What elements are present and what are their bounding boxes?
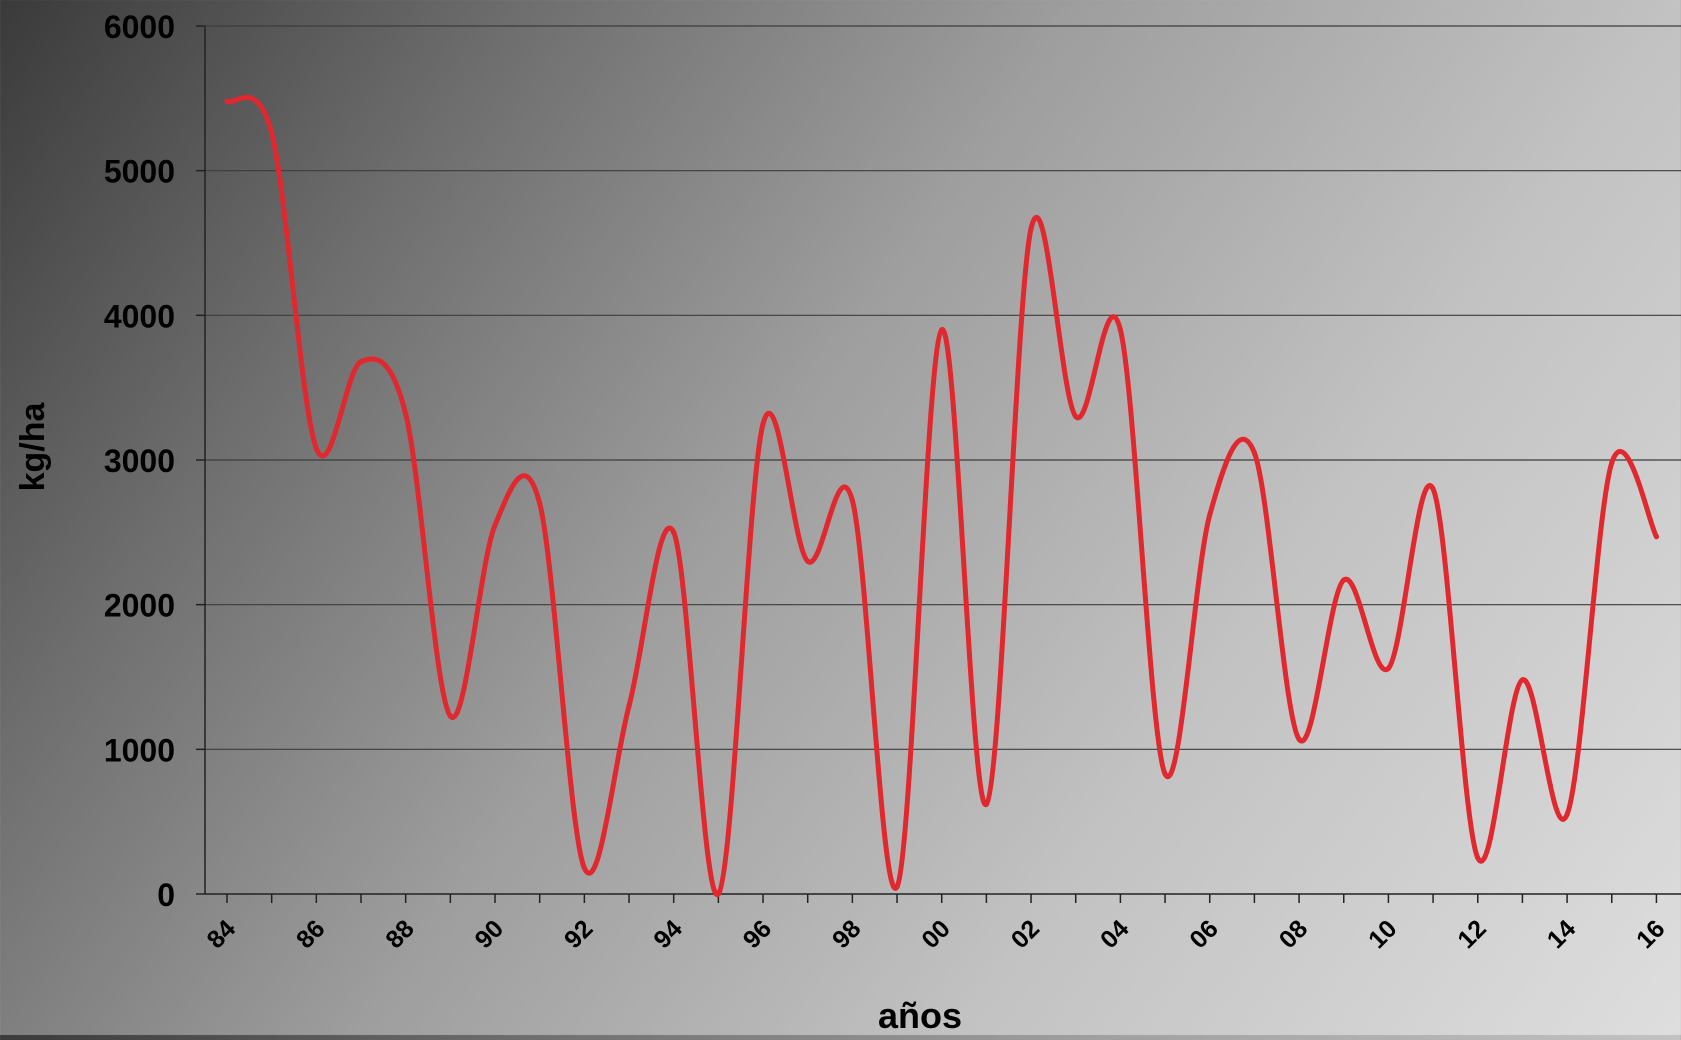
data-point: [492, 522, 498, 528]
x-tick-label: 90: [470, 915, 509, 954]
x-tick-label: 02: [1006, 915, 1045, 954]
data-point: [1341, 577, 1347, 583]
data-point: [715, 891, 721, 897]
data-point: [403, 411, 409, 417]
x-tick-label: 94: [648, 915, 688, 955]
y-tick-label: 4000: [104, 298, 175, 334]
data-point: [1251, 450, 1258, 456]
data-point: [1564, 811, 1570, 818]
data-point: [939, 327, 945, 333]
data-point: [1653, 534, 1660, 540]
x-tick-label: 98: [827, 915, 867, 955]
x-tick-label: 06: [1184, 915, 1223, 954]
data-point: [849, 497, 855, 504]
data-point: [1385, 665, 1392, 671]
x-tick-label: 84: [202, 915, 242, 955]
y-tick-label: 1000: [104, 732, 175, 768]
x-tick-label: 12: [1452, 915, 1491, 954]
x-tick-labels: 84 86 88 90 92 94 96 98 00 02 04 06 08 10 12 14 16: [202, 915, 1671, 955]
y-tick-labels: 0 1000 2000 3000 4000 5000 6000: [104, 9, 175, 913]
data-point: [358, 359, 364, 365]
x-axis-label: años: [878, 995, 962, 1035]
data-point: [671, 529, 677, 535]
x-tick-label: 88: [380, 915, 420, 955]
y-tick-label: 5000: [104, 154, 175, 190]
x-tick-label: 86: [291, 915, 330, 954]
series: [224, 95, 1660, 897]
x-tick-label: 04: [1095, 915, 1135, 955]
data-point: [983, 801, 989, 807]
data-point: [537, 500, 543, 506]
x-tick-label: 00: [916, 915, 955, 954]
data-point: [1296, 736, 1302, 742]
data-point: [224, 98, 230, 104]
gridlines: [205, 25, 1681, 750]
y-tick-label: 0: [157, 877, 175, 913]
x-tick-label: 10: [1363, 915, 1402, 954]
data-point: [1475, 855, 1481, 861]
data-point: [1162, 771, 1168, 777]
series-line: [224, 95, 1659, 897]
data-point: [894, 884, 900, 890]
y-tick-label: 2000: [104, 588, 175, 624]
x-tick-label: 92: [559, 915, 598, 954]
data-point: [1609, 460, 1615, 466]
data-point: [1519, 677, 1526, 683]
data-point: [1073, 414, 1079, 420]
data-point: [1117, 327, 1123, 333]
axes: [196, 25, 1681, 903]
x-tick-label: 14: [1542, 915, 1582, 955]
data-point: [1028, 225, 1034, 232]
y-tick-label: 6000: [104, 9, 175, 45]
data-point: [1430, 486, 1436, 492]
data-point: [581, 865, 587, 871]
data-point: [1207, 512, 1213, 518]
data-point: [269, 130, 275, 136]
data-point: [313, 445, 319, 452]
data-point: [447, 713, 453, 719]
data-point: [626, 703, 632, 709]
y-tick-label: 3000: [104, 443, 175, 479]
y-axis-label: kg/ha: [14, 402, 52, 492]
x-tick-label: 08: [1274, 915, 1314, 955]
x-tick-label: 96: [738, 915, 777, 954]
x-tick-label: 16: [1631, 915, 1670, 954]
data-point: [805, 558, 811, 564]
data-point: [760, 421, 766, 427]
